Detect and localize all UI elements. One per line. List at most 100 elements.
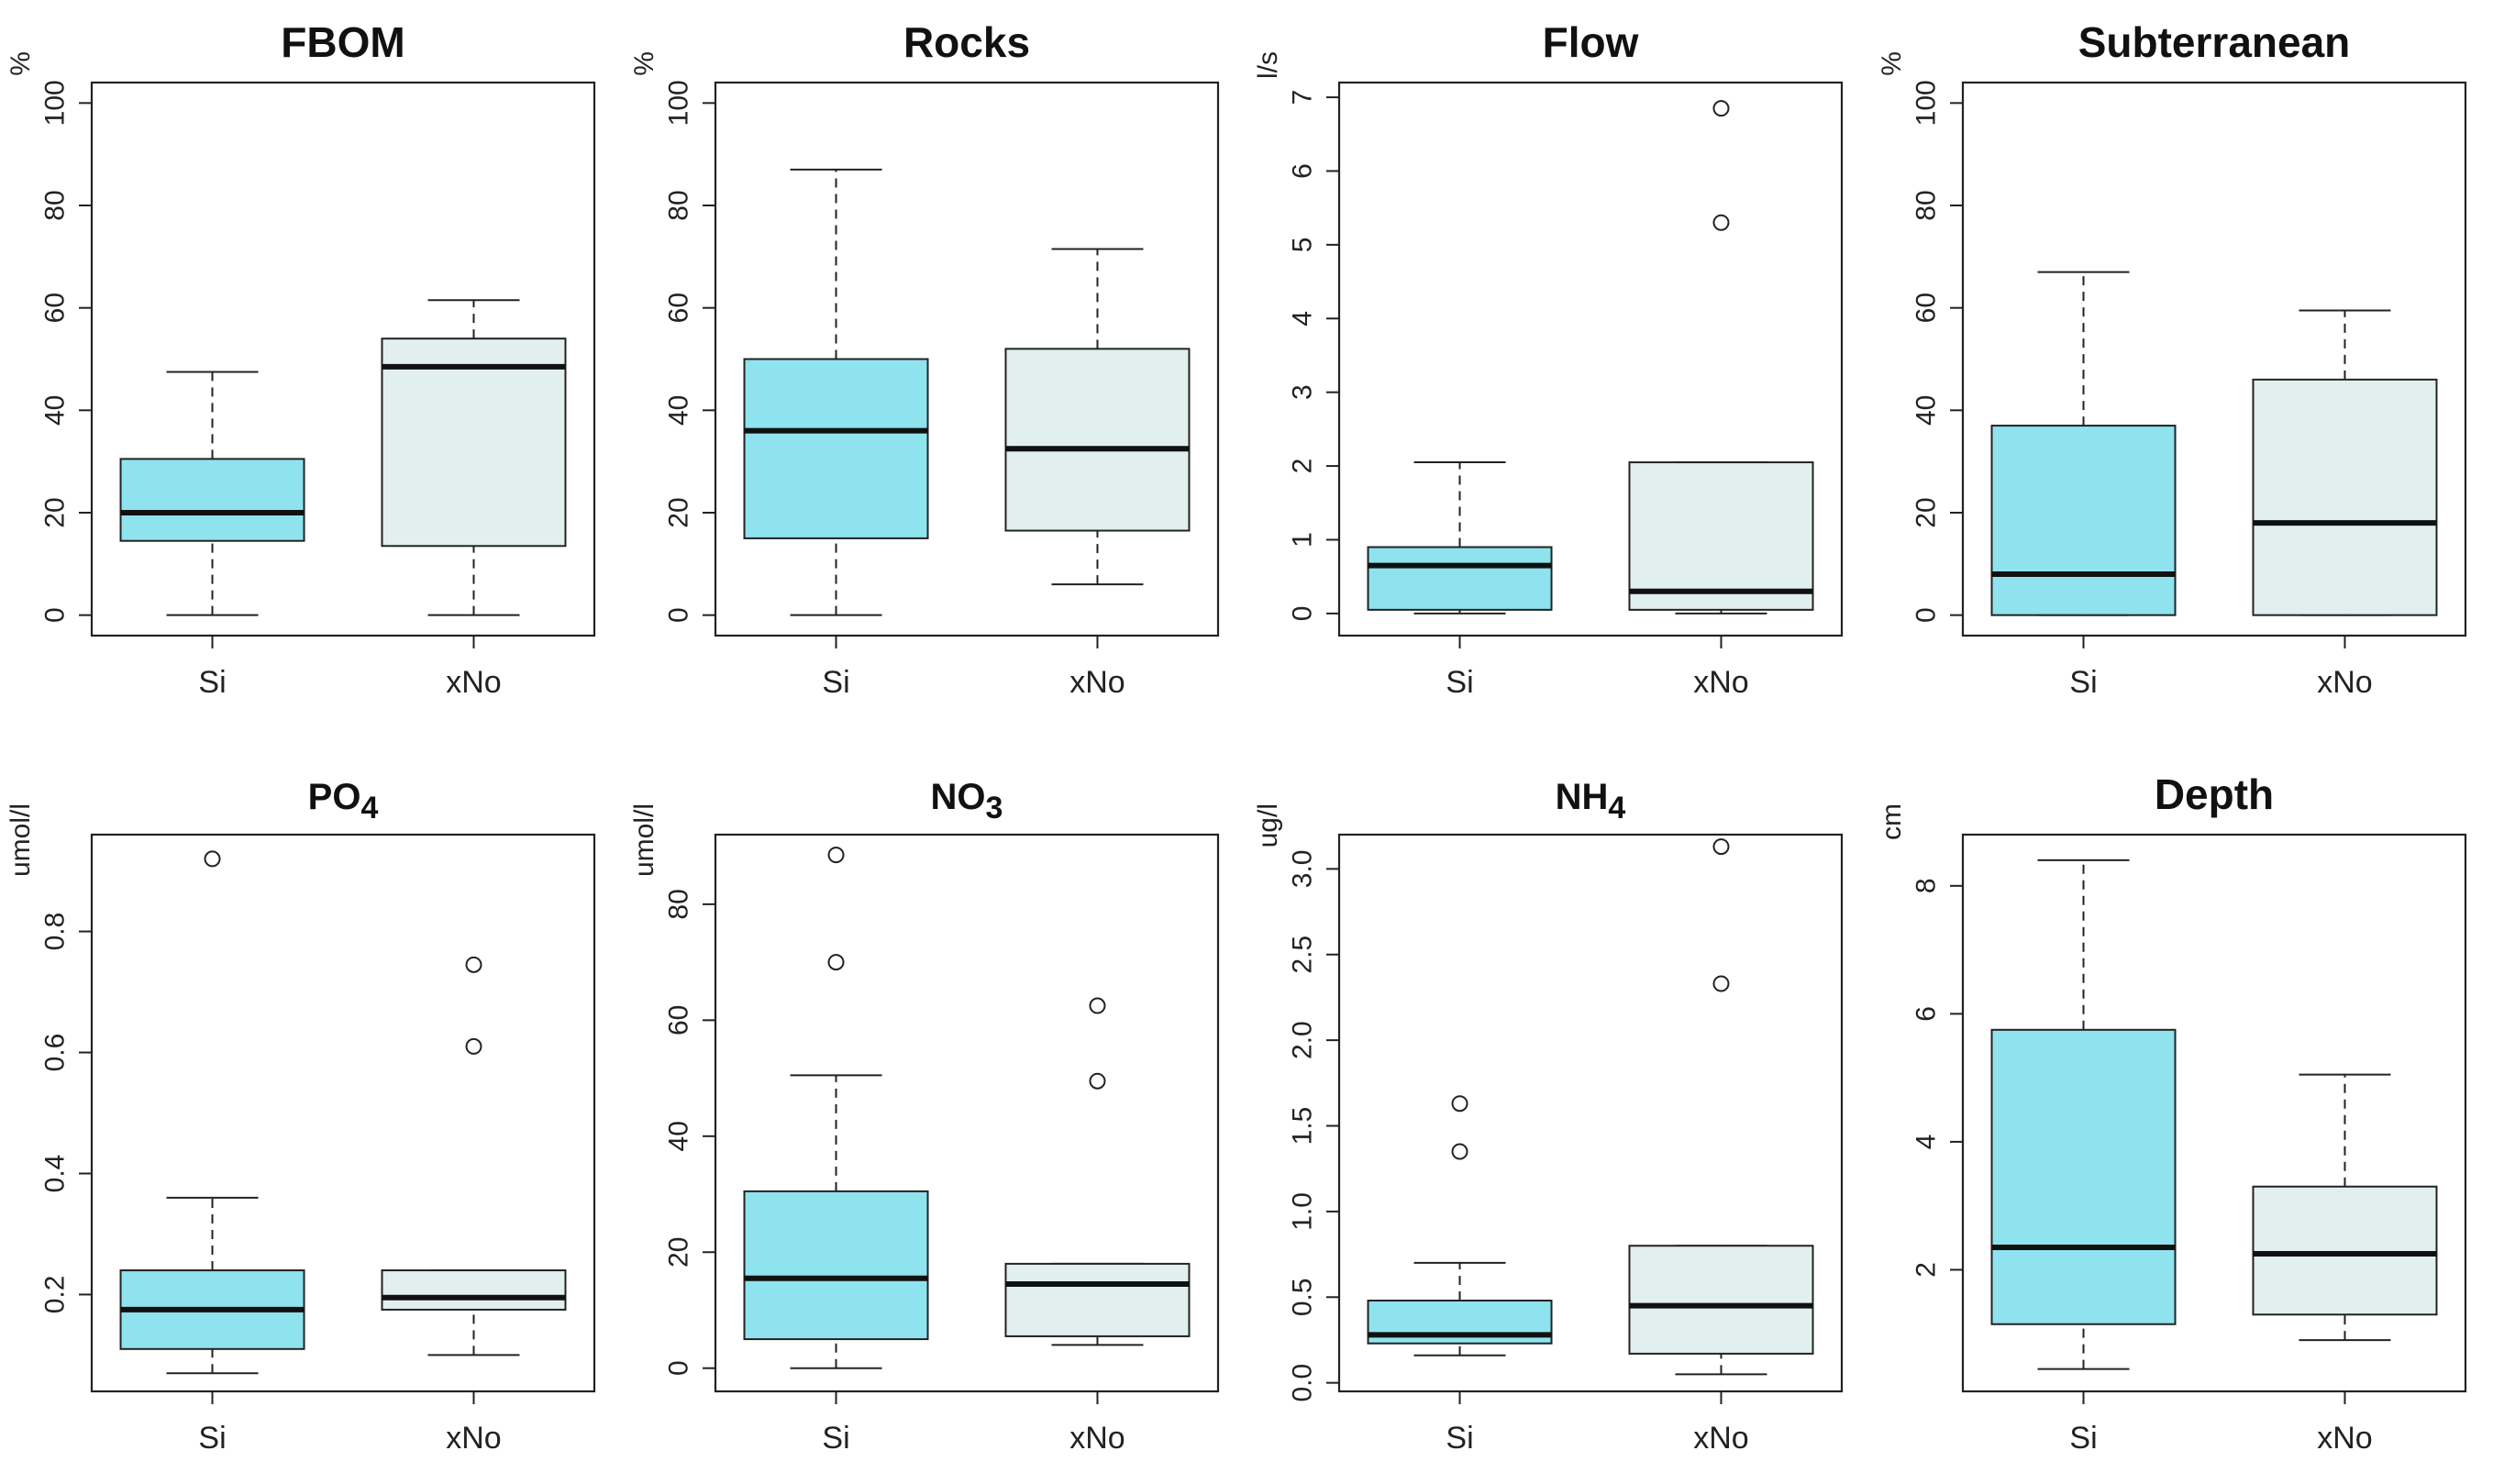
iqr-box bbox=[381, 338, 567, 548]
y-tick-label: 0.6 bbox=[40, 1034, 71, 1072]
x-tick-label: xNo bbox=[1693, 665, 1748, 700]
x-tick-label: Si bbox=[198, 665, 226, 700]
y-tick-label: 80 bbox=[40, 190, 71, 220]
y-tick-label: 0.5 bbox=[1288, 1278, 1318, 1316]
iqr-box bbox=[381, 1269, 567, 1311]
y-tick-label: 60 bbox=[664, 293, 694, 323]
y-tick-label: 2.0 bbox=[1288, 1021, 1318, 1059]
x-tick-label: xNo bbox=[1693, 1421, 1748, 1456]
x-tick-label: Si bbox=[198, 1421, 226, 1456]
box-xno bbox=[1628, 838, 1814, 1376]
x-tick-label: xNo bbox=[2317, 1421, 2372, 1456]
y-tick-label: 0 bbox=[664, 1360, 694, 1376]
y-tick-label: 100 bbox=[40, 80, 71, 126]
iqr-box bbox=[1004, 348, 1191, 532]
y-tick-label: 0 bbox=[664, 607, 694, 623]
y-unit-label: % bbox=[629, 51, 659, 76]
box-xno bbox=[1628, 100, 1814, 615]
y-unit-label: umol/l bbox=[6, 803, 36, 877]
x-tick-label: Si bbox=[822, 665, 849, 700]
x-tick-label: xNo bbox=[1069, 1421, 1125, 1456]
panel-title: FBOM bbox=[281, 18, 404, 66]
y-tick-label: 40 bbox=[1911, 395, 1942, 426]
outlier-point bbox=[1712, 214, 1730, 231]
y-tick-label: 0.8 bbox=[40, 913, 71, 951]
outlier-point bbox=[204, 850, 221, 868]
x-tick-label: xNo bbox=[2317, 665, 2372, 700]
panel-title: Subterranean bbox=[2078, 18, 2351, 66]
iqr-box bbox=[1990, 1028, 2177, 1325]
y-tick-label: 60 bbox=[40, 293, 71, 323]
iqr-box bbox=[743, 1190, 929, 1341]
x-tick-label: Si bbox=[2069, 665, 2097, 700]
y-unit-label: ug/l bbox=[1253, 803, 1283, 847]
iqr-box bbox=[1628, 1245, 1814, 1355]
y-tick-label: 0.0 bbox=[1288, 1364, 1318, 1402]
box-xno bbox=[381, 299, 567, 616]
y-unit-label: % bbox=[6, 51, 36, 76]
y-tick-label: 40 bbox=[40, 395, 71, 426]
y-tick-label: 5 bbox=[1288, 238, 1318, 253]
x-tick-label: Si bbox=[1446, 665, 1473, 700]
y-tick-label: 6 bbox=[1288, 163, 1318, 179]
y-tick-label: 80 bbox=[1911, 190, 1942, 220]
outlier-point bbox=[1712, 975, 1730, 992]
box-si bbox=[119, 371, 305, 616]
panel-rocks: Rocks% 0 20 40 60 80 100 Si xNo bbox=[629, 18, 1220, 700]
outlier-point bbox=[1451, 1143, 1468, 1160]
iqr-box bbox=[1004, 1262, 1191, 1337]
x-tick-label: Si bbox=[822, 1421, 849, 1456]
y-tick-label: 4 bbox=[1288, 311, 1318, 327]
y-tick-label: 0 bbox=[1911, 607, 1942, 623]
y-tick-label: 40 bbox=[664, 395, 694, 426]
y-tick-label: 2 bbox=[1911, 1262, 1942, 1278]
y-tick-label: 1 bbox=[1288, 532, 1318, 548]
y-tick-label: 2.5 bbox=[1288, 936, 1318, 974]
y-tick-label: 100 bbox=[664, 80, 694, 126]
x-tick-label: Si bbox=[2069, 1421, 2097, 1456]
y-tick-label: 3 bbox=[1288, 384, 1318, 400]
box-xno bbox=[2252, 1073, 2438, 1342]
outlier-point bbox=[1451, 1095, 1468, 1113]
y-unit-label: % bbox=[1877, 51, 1907, 76]
y-tick-label: 40 bbox=[664, 1121, 694, 1151]
box-xno bbox=[381, 956, 567, 1357]
iqr-box bbox=[119, 458, 305, 542]
y-tick-label: 1.5 bbox=[1288, 1107, 1318, 1146]
panel-title: PO4 bbox=[308, 777, 379, 825]
y-tick-label: 100 bbox=[1911, 80, 1942, 126]
iqr-box bbox=[743, 358, 929, 539]
panel-flow: Flow l/s 0 1 2 3 4 5 6 7 Si xNo bbox=[1253, 18, 1844, 700]
y-unit-label: cm bbox=[1877, 803, 1907, 840]
y-tick-label: 3.0 bbox=[1288, 849, 1318, 888]
outlier-point bbox=[465, 956, 482, 973]
box-xno bbox=[1004, 248, 1191, 586]
box-xno bbox=[2252, 309, 2438, 616]
box-si bbox=[1990, 271, 2177, 616]
outlier-point bbox=[1712, 100, 1730, 117]
y-tick-label: 20 bbox=[40, 497, 71, 527]
y-tick-label: 20 bbox=[1911, 497, 1942, 527]
iqr-box bbox=[1367, 546, 1553, 611]
iqr-box bbox=[2252, 378, 2438, 616]
outlier-point bbox=[1712, 838, 1730, 856]
x-tick-label: xNo bbox=[446, 665, 501, 700]
box-xno bbox=[1004, 997, 1191, 1346]
y-tick-label: 80 bbox=[664, 190, 694, 220]
y-tick-label: 1.0 bbox=[1288, 1192, 1318, 1231]
panel-subterranean: Subterranean% 0 20 40 60 80 100 Si xNo bbox=[1877, 18, 2467, 700]
iqr-box bbox=[1628, 461, 1814, 611]
y-tick-label: 80 bbox=[664, 889, 694, 919]
panel-title: NO3 bbox=[931, 777, 1003, 825]
box-si bbox=[743, 168, 929, 616]
y-tick-label: 0.2 bbox=[40, 1276, 71, 1314]
panel-no: NO3 umol/l 0 20 40 60 80 Si xNo bbox=[629, 777, 1220, 1456]
y-tick-label: 2 bbox=[1288, 459, 1318, 474]
panel-title: Depth bbox=[2155, 770, 2274, 818]
panel-title: NH4 bbox=[1556, 777, 1626, 825]
y-tick-label: 0 bbox=[40, 607, 71, 623]
y-tick-label: 20 bbox=[664, 497, 694, 527]
iqr-box bbox=[1990, 425, 2177, 616]
panel-depth: Depth cm 2 4 6 8 Si xNo bbox=[1877, 770, 2467, 1456]
